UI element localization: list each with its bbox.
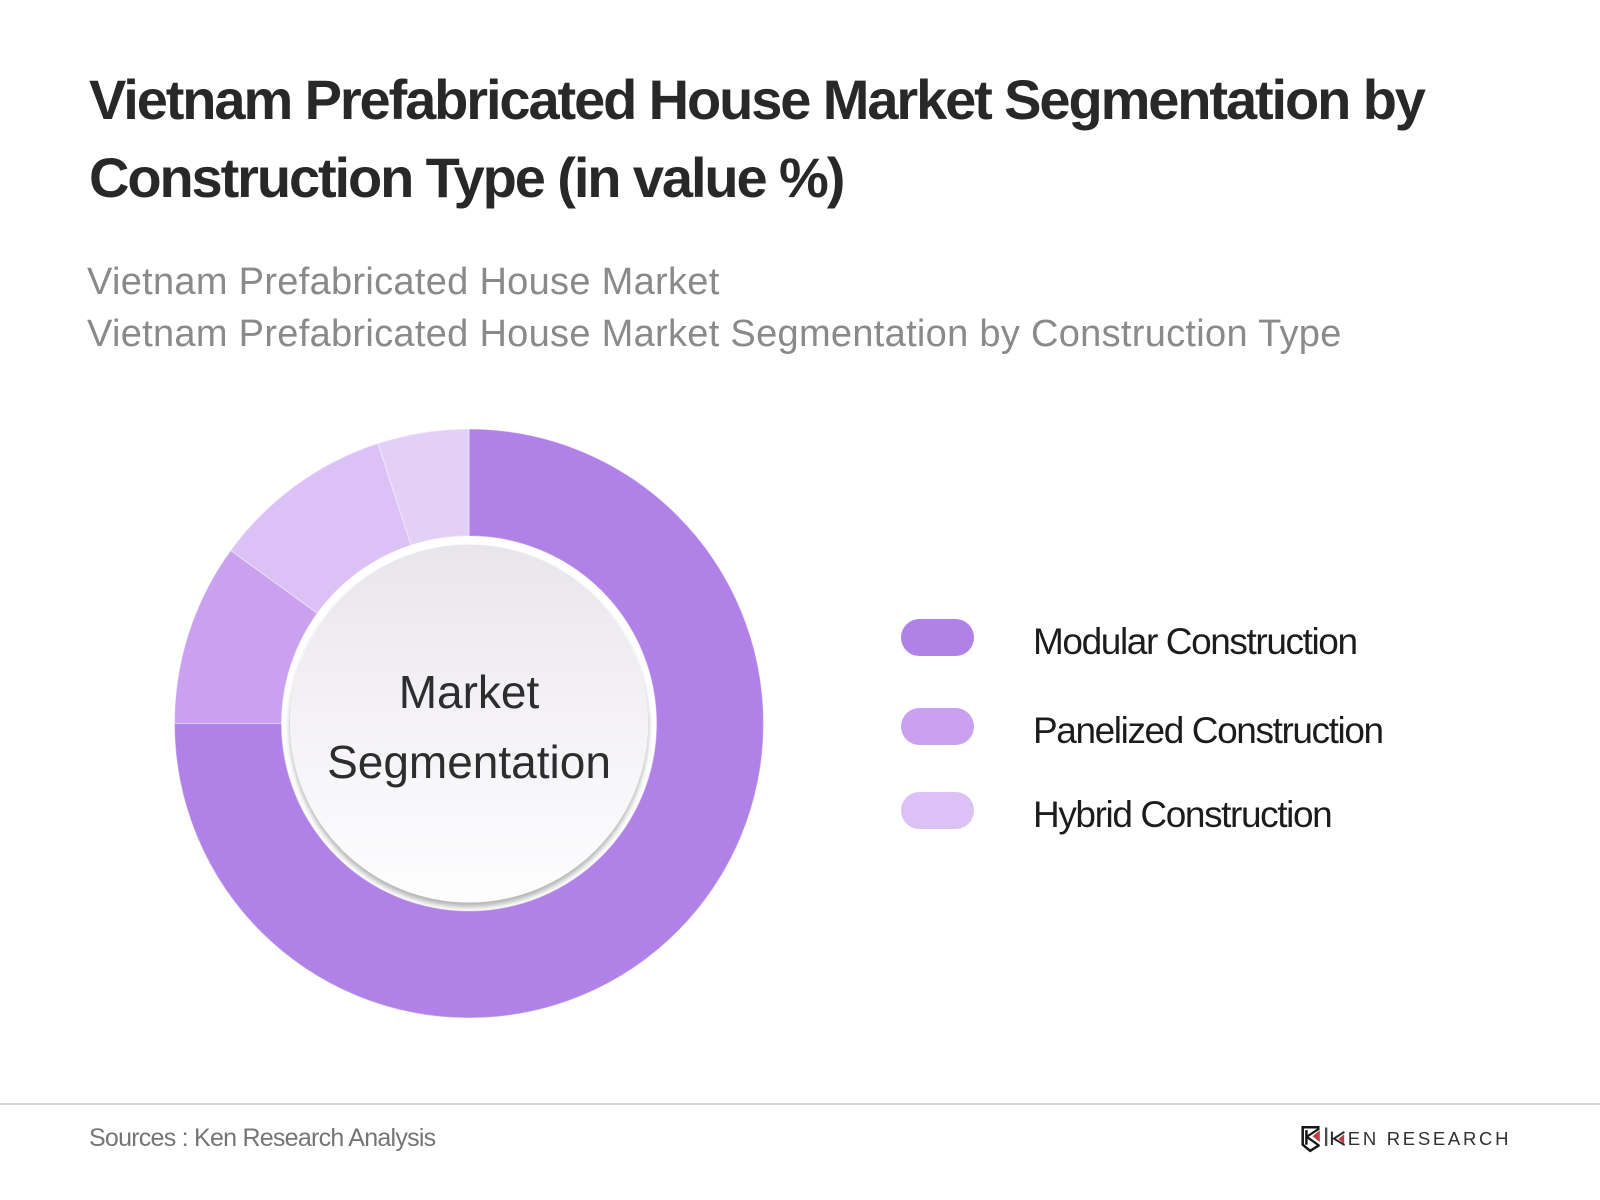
svg-text:EN RESEARCH: EN RESEARCH [1348, 1128, 1511, 1149]
